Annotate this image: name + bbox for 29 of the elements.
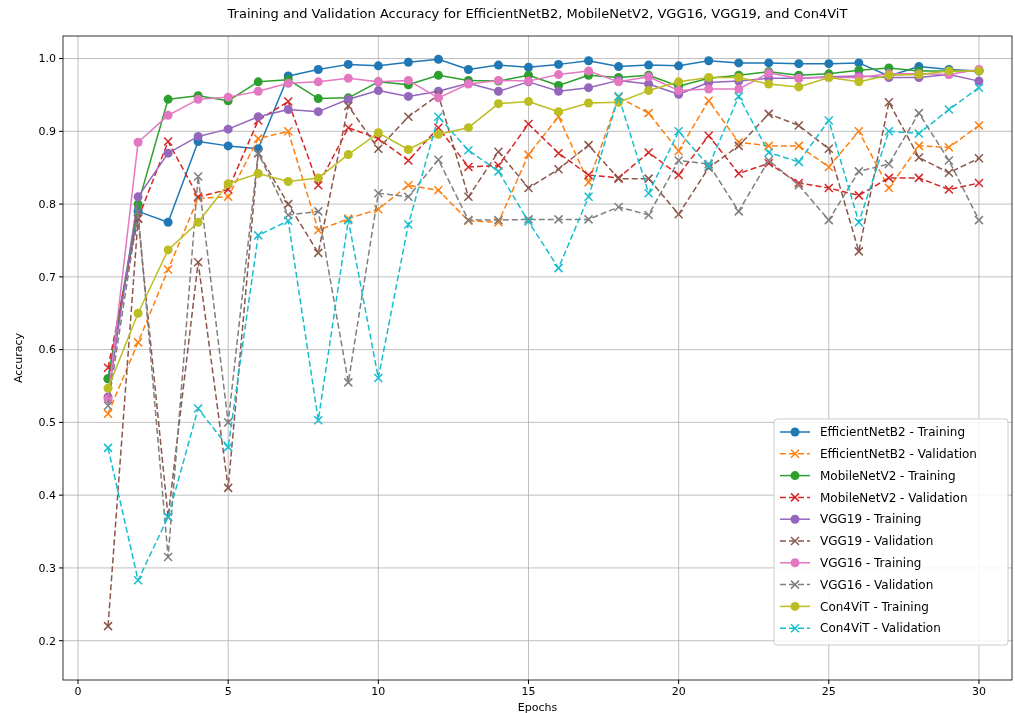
legend-label: VGG16 - Validation xyxy=(820,577,934,592)
legend-label: Con4ViT - Validation xyxy=(820,621,941,636)
x-tick-label: 5 xyxy=(224,685,232,698)
chart-title: Training and Validation Accuracy for EfficientNetB2, MobileNetV2, VGG16, VGG19, and Con4ViT xyxy=(226,6,848,21)
y-tick-label: 0.3 xyxy=(38,561,56,575)
legend-label: VGG19 - Validation xyxy=(820,534,934,549)
y-tick-label: 0.5 xyxy=(38,416,56,430)
legend-label: Con4ViT - Training xyxy=(820,599,929,614)
x-tick-label: 30 xyxy=(971,685,986,698)
y-tick-label: 0.8 xyxy=(38,197,56,211)
legend-label: EfficientNetB2 - Training xyxy=(820,425,966,440)
x-axis-title: Epochs xyxy=(517,701,558,713)
legend-label: VGG19 - Training xyxy=(820,512,922,527)
x-tick-label: 15 xyxy=(521,685,536,698)
x-tick-label: 25 xyxy=(821,685,836,698)
legend-label: MobileNetV2 - Training xyxy=(820,468,956,483)
y-tick-label: 0.9 xyxy=(38,125,56,139)
y-tick-label: 0.7 xyxy=(38,270,56,284)
legend-label: VGG16 - Training xyxy=(820,556,922,570)
y-tick-label: 0.4 xyxy=(38,489,56,503)
legend-label: MobileNetV2 - Validation xyxy=(820,490,968,505)
legend-label: EfficientNetB2 - Validation xyxy=(820,447,977,461)
x-tick-label: 20 xyxy=(671,685,686,698)
y-tick-label: 0.6 xyxy=(38,343,56,357)
y-tick-label: 1.0 xyxy=(38,52,56,66)
y-tick-label: 0.2 xyxy=(38,634,56,648)
x-tick-label: 0 xyxy=(74,685,82,698)
y-axis-title: Accuracy xyxy=(12,332,25,384)
x-tick-label: 10 xyxy=(371,685,386,698)
